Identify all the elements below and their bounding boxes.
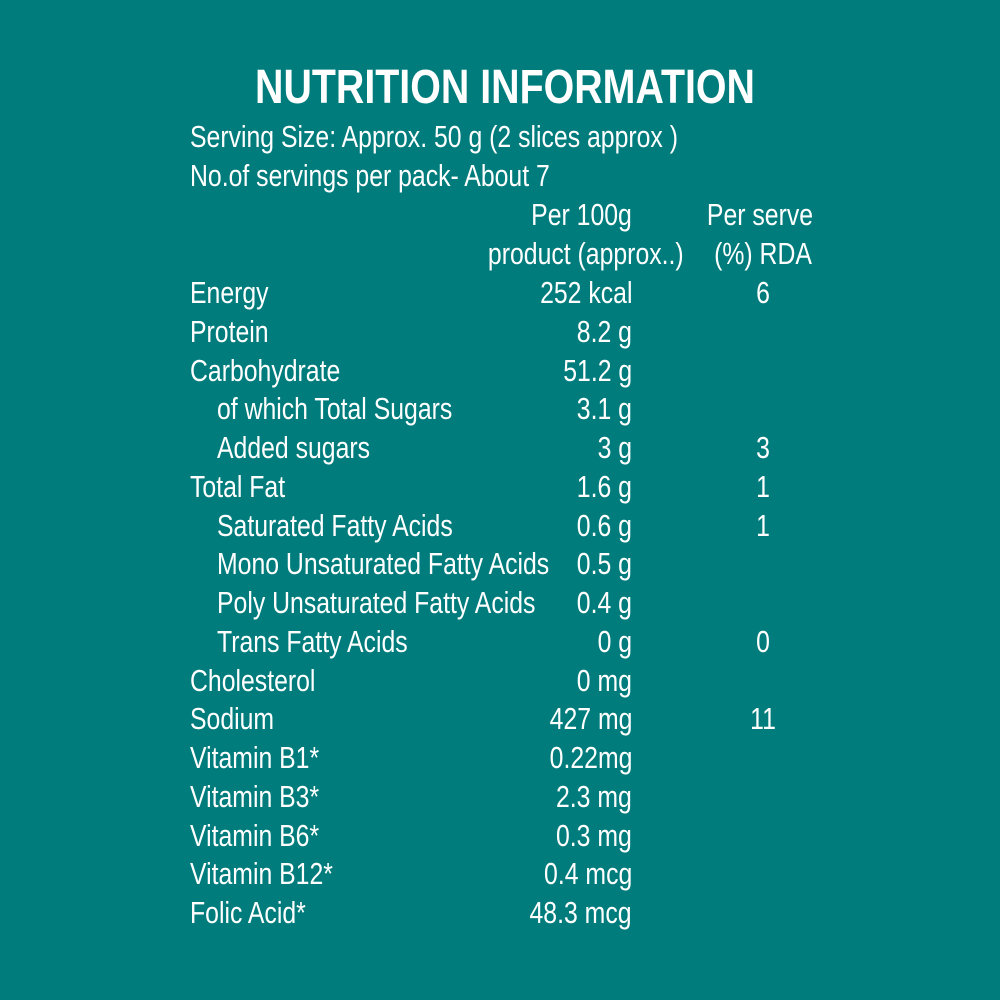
table-row: Sodium 427 mg 11	[0, 700, 1000, 738]
nutrient-label: Energy	[190, 275, 269, 310]
column-header-per100-line1: Per 100g	[531, 197, 632, 232]
table-row: Mono Unsaturated Fatty Acids 0.5 g	[0, 545, 1000, 583]
table-row: Cholesterol 0 mg	[0, 662, 1000, 700]
table-row: Vitamin B1* 0.22mg	[0, 739, 1000, 777]
per100-value: 51.2 g	[563, 352, 632, 388]
table-row: of which Total Sugars 3.1 g	[0, 390, 1000, 428]
per100-value: 252 kcal	[539, 275, 632, 310]
table-row: Vitamin B6* 0.3 mg	[0, 817, 1000, 855]
nutrient-label: Added sugars	[217, 430, 371, 465]
rda-value: 3	[756, 430, 770, 465]
rda-value: 11	[750, 701, 776, 737]
nutrient-label: Vitamin B3*	[190, 778, 320, 814]
column-header-per100-line2: product (approx..)	[488, 236, 684, 271]
column-header-rda-line1: Per serve	[706, 197, 814, 232]
per100-value: 3.1 g	[576, 391, 632, 427]
per100-value: 0 g	[597, 623, 632, 659]
servings-per-pack: No.of servings per pack- About 7	[190, 158, 550, 193]
nutrient-label: Total Fat	[190, 468, 286, 504]
nutrient-label: Vitamin B1*	[190, 740, 320, 775]
table-row: Energy 252 kcal 6	[0, 274, 1000, 312]
per100-value: 3 g	[597, 430, 632, 465]
nutrient-label: Saturated Fatty Acids	[217, 507, 453, 543]
table-row: Saturated Fatty Acids 0.6 g 1	[0, 507, 1000, 545]
nutrient-label: Trans Fatty Acids	[217, 623, 408, 659]
nutrient-label: Cholesterol	[190, 662, 316, 698]
table-row: Poly Unsaturated Fatty Acids 0.4 g	[0, 584, 1000, 622]
nutrient-label: of which Total Sugars	[217, 391, 453, 427]
page-title: NUTRITION INFORMATION	[255, 61, 755, 114]
nutrient-label: Carbohydrate	[190, 352, 341, 388]
rda-value: 0	[756, 623, 770, 659]
per100-value: 0.4 g	[576, 585, 632, 620]
per100-value: 48.3 mcg	[529, 895, 632, 930]
per100-value: 0.5 g	[576, 546, 632, 582]
per100-value: 0 mg	[576, 662, 632, 698]
per100-value: 0.4 mcg	[543, 856, 632, 892]
nutrient-label: Folic Acid*	[190, 895, 306, 930]
table-row: Vitamin B3* 2.3 mg	[0, 778, 1000, 816]
nutrient-label: Poly Unsaturated Fatty Acids	[217, 585, 536, 620]
per100-value: 2.3 mg	[556, 778, 632, 814]
nutrient-label: Protein	[190, 313, 269, 349]
nutrient-label: Vitamin B6*	[190, 817, 320, 853]
rda-value: 1	[756, 507, 770, 543]
per100-value: 0.6 g	[576, 507, 632, 543]
nutrient-label: Vitamin B12*	[190, 856, 333, 892]
per100-value: 0.3 mg	[556, 817, 632, 853]
table-row: Vitamin B12* 0.4 mcg	[0, 855, 1000, 893]
per100-value: 1.6 g	[576, 468, 632, 504]
table-row: Total Fat 1.6 g 1	[0, 468, 1000, 506]
nutrient-label: Sodium	[190, 701, 275, 737]
rda-value: 1	[756, 468, 770, 504]
table-row: Carbohydrate 51.2 g	[0, 352, 1000, 390]
per100-value: 427 mg	[549, 701, 632, 737]
rda-value: 6	[756, 275, 770, 310]
per100-value: 8.2 g	[576, 313, 632, 349]
table-row: Added sugars 3 g 3	[0, 429, 1000, 467]
column-header-rda-line2: (%) RDA	[714, 236, 812, 271]
nutrient-label: Mono Unsaturated Fatty Acids	[217, 546, 550, 582]
per100-value: 0.22mg	[549, 740, 632, 775]
table-row: Protein 8.2 g	[0, 313, 1000, 351]
table-row: Trans Fatty Acids 0 g 0	[0, 623, 1000, 661]
table-row: Folic Acid* 48.3 mcg	[0, 894, 1000, 932]
serving-size: Serving Size: Approx. 50 g (2 slices app…	[190, 119, 678, 154]
